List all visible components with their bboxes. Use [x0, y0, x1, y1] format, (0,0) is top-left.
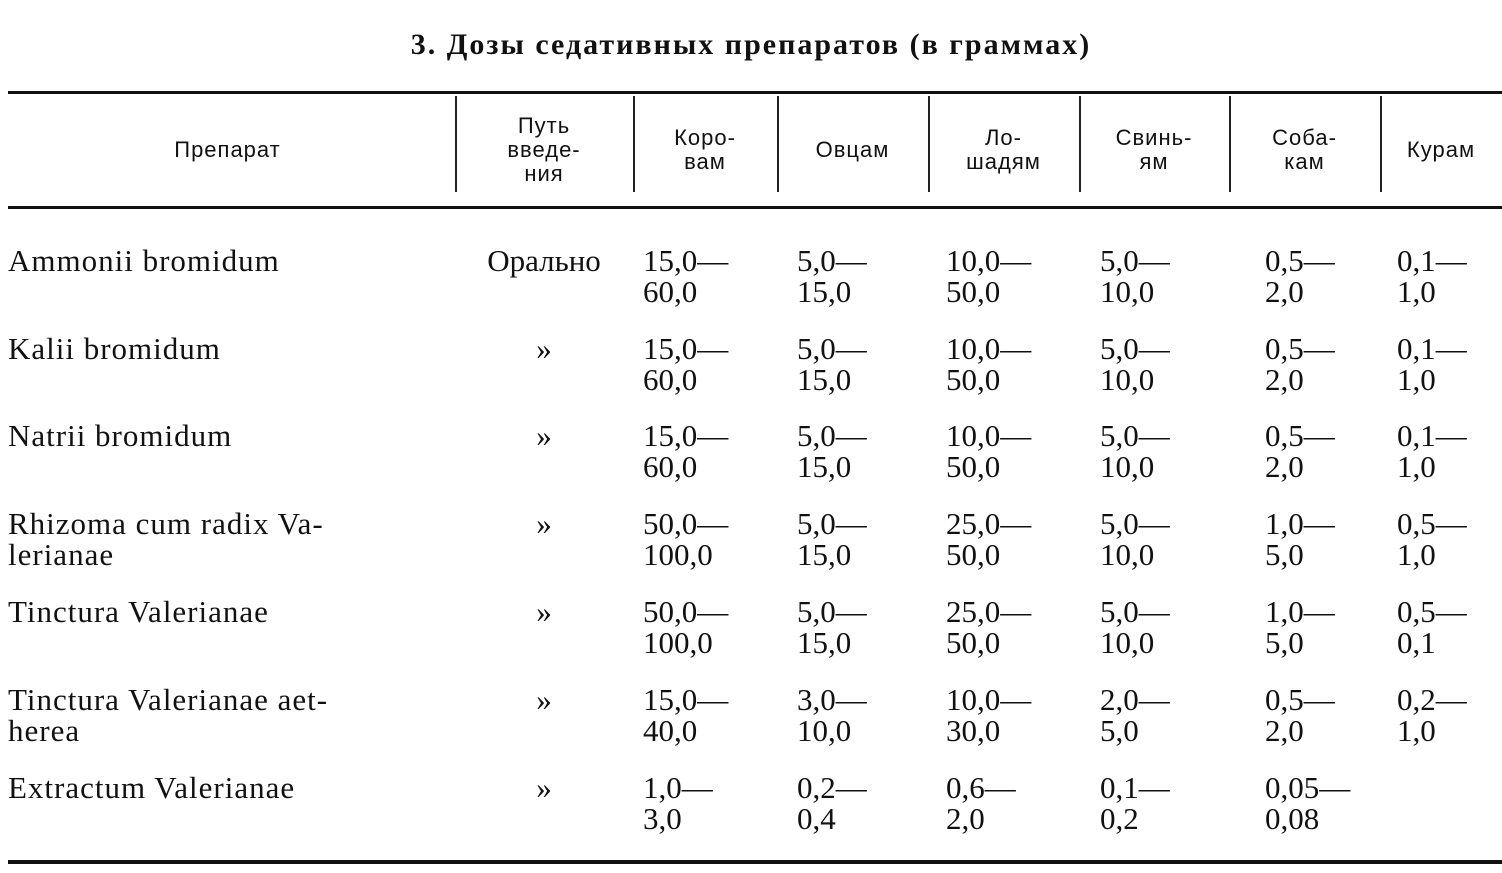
dose-cell: 0,2— 0,4 — [797, 770, 867, 836]
route-cell: » — [536, 418, 552, 453]
column-header: Курам — [1380, 96, 1502, 204]
column-header-label: Соба- кам — [1272, 125, 1337, 174]
column-divider — [1229, 96, 1231, 192]
dose-cell: 0,5— 2,0 — [1265, 418, 1335, 484]
dose-cell: 5,0— 10,0 — [1100, 594, 1170, 660]
dose-cell: 15,0— 60,0 — [643, 243, 729, 309]
column-header: Соба- кам — [1229, 96, 1380, 204]
dose-cell: 25,0— 50,0 — [946, 506, 1032, 572]
column-divider — [777, 96, 779, 192]
route-cell: » — [536, 770, 552, 805]
route-cell: Орально — [487, 243, 601, 278]
column-divider — [633, 96, 635, 192]
route-cell: » — [536, 682, 552, 717]
dose-cell: 5,0— 10,0 — [1100, 331, 1170, 397]
dose-cell: 1,0— 3,0 — [643, 770, 713, 836]
dose-cell: 0,5— 0,1 — [1397, 594, 1467, 660]
drug-name: Natrii bromidum — [8, 418, 233, 453]
dose-cell: 5,0— 15,0 — [797, 331, 867, 397]
table-row: Kalii bromidum » 15,0— 60,0 5,0— 15,0 10,0— … — [0, 333, 1502, 413]
dose-cell: 0,2— 1,0 — [1397, 682, 1467, 748]
dose-cell: 5,0— 15,0 — [797, 506, 867, 572]
column-header-label: Курам — [1406, 137, 1476, 162]
dose-cell: 0,6— 2,0 — [946, 770, 1016, 836]
drug-name: Tinctura Valerianae — [8, 594, 269, 629]
dose-cell: 10,0— 50,0 — [946, 243, 1032, 309]
dose-cell: 3,0— 10,0 — [797, 682, 867, 748]
dose-cell: 0,5— 2,0 — [1265, 682, 1335, 748]
dose-cell: 15,0— 40,0 — [643, 682, 729, 748]
dose-cell: 50,0— 100,0 — [643, 594, 729, 660]
dose-cell: 0,1— 0,2 — [1100, 770, 1170, 836]
column-header: Ло- шадям — [928, 96, 1079, 204]
drug-name: Rhizoma cum radix Va- lerianae — [8, 506, 324, 572]
column-divider — [455, 96, 457, 192]
header-rule — [8, 206, 1502, 209]
dose-cell: 5,0— 10,0 — [1100, 243, 1170, 309]
dose-cell: 0,1— 1,0 — [1397, 418, 1467, 484]
table-row: Rhizoma cum radix Va- lerianae » 50,0— 100… — [0, 508, 1502, 588]
dose-cell: 10,0— 30,0 — [946, 682, 1032, 748]
column-divider — [1079, 96, 1081, 192]
dose-cell: 0,5— 1,0 — [1397, 506, 1467, 572]
column-header-label: Коро- вам — [674, 125, 736, 174]
route-cell: » — [536, 506, 552, 541]
dose-cell: 0,5— 2,0 — [1265, 243, 1335, 309]
column-header: Препарат — [0, 96, 455, 204]
table-row: Ammonii bromidum Орально 15,0— 60,0 5,0— 15… — [0, 245, 1502, 325]
dose-cell: 15,0— 60,0 — [643, 418, 729, 484]
dose-cell: 10,0— 50,0 — [946, 418, 1032, 484]
table-row: Tinctura Valerianae aet- herea » 15,0— 40,… — [0, 684, 1502, 764]
dose-cell: 15,0— 60,0 — [643, 331, 729, 397]
column-header: Путь введе- ния — [455, 96, 633, 204]
top-rule — [8, 91, 1502, 94]
dose-cell: 1,0— 5,0 — [1265, 594, 1335, 660]
column-header: Овцам — [777, 96, 928, 204]
table-row: Extractum Valerianae » 1,0— 3,0 0,2— 0,4 0,6… — [0, 772, 1502, 852]
route-cell: » — [536, 331, 552, 366]
column-header-label: Путь введе- ния — [507, 113, 581, 186]
table-title: 3. Дозы седативных препаратов (в граммах… — [410, 28, 1092, 61]
dose-cell: 50,0— 100,0 — [643, 506, 729, 572]
dose-cell: 0,05— 0,08 — [1265, 770, 1351, 836]
column-divider — [1380, 96, 1382, 192]
column-divider — [928, 96, 930, 192]
column-header: Коро- вам — [633, 96, 777, 204]
dose-cell: 1,0— 5,0 — [1265, 506, 1335, 572]
drug-name: Kalii bromidum — [8, 331, 221, 366]
dose-cell: 10,0— 50,0 — [946, 331, 1032, 397]
column-header-label: Свинь- ям — [1115, 125, 1193, 174]
dose-cell: 0,1— 1,0 — [1397, 331, 1467, 397]
dose-cell: 5,0— 15,0 — [797, 243, 867, 309]
dose-cell: 2,0— 5,0 — [1100, 682, 1170, 748]
table-row: Tinctura Valerianae » 50,0— 100,0 5,0— 15,0… — [0, 596, 1502, 676]
dose-cell: 5,0— 10,0 — [1100, 418, 1170, 484]
drug-name: Ammonii bromidum — [8, 243, 280, 278]
bottom-rule — [8, 860, 1502, 864]
dose-cell: 5,0— 10,0 — [1100, 506, 1170, 572]
dose-cell: 5,0— 15,0 — [797, 418, 867, 484]
dose-cell: 5,0— 15,0 — [797, 594, 867, 660]
route-cell: » — [536, 594, 552, 629]
column-header-label: Овцам — [815, 137, 890, 162]
drug-name: Tinctura Valerianae aet- herea — [8, 682, 329, 748]
dose-cell: 0,5— 2,0 — [1265, 331, 1335, 397]
drug-name: Extractum Valerianae — [8, 770, 296, 805]
table-row: Natrii bromidum » 15,0— 60,0 5,0— 15,0 10,0—… — [0, 420, 1502, 500]
dose-cell: 0,1— 1,0 — [1397, 243, 1467, 309]
dose-cell: 25,0— 50,0 — [946, 594, 1032, 660]
column-header-label: Ло- шадям — [966, 125, 1041, 174]
column-header-label: Препарат — [174, 137, 281, 162]
column-header: Свинь- ям — [1079, 96, 1229, 204]
